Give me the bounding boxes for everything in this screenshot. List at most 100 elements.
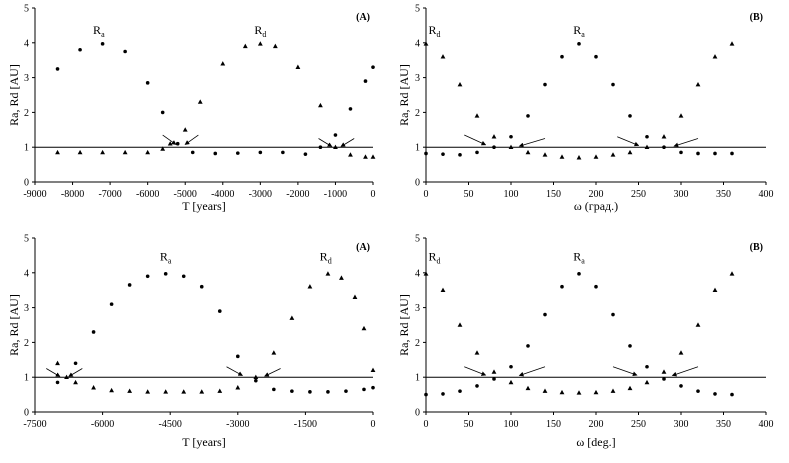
crossing-arrow [184, 134, 199, 145]
x-tick-label: 100 [504, 189, 519, 200]
series-rd [55, 41, 376, 159]
data-point-ra [55, 380, 60, 385]
panel-tag: (A) [356, 12, 370, 23]
data-point-ra [628, 114, 632, 118]
data-point-ra [333, 133, 338, 137]
x-axis-label: T [years] [182, 435, 225, 449]
y-tick-label: 4 [415, 38, 420, 49]
x-axis-label: T [years] [182, 199, 225, 213]
x-tick-label: -1000 [324, 189, 347, 200]
data-point-ra [348, 107, 353, 111]
data-point-rd [644, 379, 650, 385]
data-point-rd [525, 149, 531, 155]
data-point-rd [593, 389, 599, 395]
y-tick-label: 2 [415, 108, 420, 119]
data-point-ra [362, 387, 366, 392]
data-point-ra [371, 65, 375, 69]
y-tick-label: 1 [24, 373, 29, 384]
x-tick-label: 0 [424, 189, 429, 200]
data-point-ra [175, 141, 180, 146]
data-point-rd [363, 154, 368, 159]
crossing-arrow [226, 366, 244, 376]
chart-panel-1: 0 1 2 3 4 5 -9000 -8000 -7000 -6000 -5000 -4000 -300… [7, 4, 376, 214]
data-point-rd [100, 149, 105, 155]
data-point-ra [458, 389, 462, 393]
data-point-rd [610, 388, 616, 393]
crossing-arrow [518, 138, 546, 148]
y-tick-label: 3 [415, 303, 420, 314]
y-tick-label: 1 [24, 143, 29, 154]
data-point-rd [235, 385, 241, 390]
crossing-arrow [612, 366, 638, 377]
x-tick-label: 350 [716, 189, 731, 200]
data-point-ra [594, 54, 598, 59]
curve-label: Rd [320, 250, 332, 266]
data-point-rd [271, 350, 277, 355]
data-point-ra [730, 392, 734, 397]
data-point-rd [160, 146, 166, 151]
data-point-ra [662, 377, 666, 381]
y-tick-label: 0 [415, 408, 420, 419]
data-point-rd [145, 389, 151, 394]
data-point-ra [696, 151, 700, 156]
data-point-ra [318, 145, 323, 149]
data-point-rd [217, 388, 223, 393]
data-point-ra [190, 150, 195, 155]
data-point-rd [295, 64, 301, 69]
data-point-ra [254, 378, 258, 383]
data-point-ra [145, 81, 150, 85]
data-point-ra [560, 54, 564, 59]
x-tick-label: -3000 [226, 419, 249, 430]
data-point-ra [290, 389, 294, 393]
data-point-ra [55, 67, 60, 71]
data-point-rd [610, 152, 616, 157]
data-point-ra [371, 385, 375, 390]
data-point-rd [491, 134, 497, 139]
data-point-ra [611, 82, 615, 87]
x-tick-label: 0 [371, 189, 376, 200]
data-point-ra [645, 134, 649, 139]
y-tick-label: 4 [24, 38, 29, 49]
panel-tag: (A) [356, 242, 370, 253]
y-tick-label: 2 [415, 338, 420, 349]
crossing-arrow [464, 366, 487, 376]
curve-label: Ra [573, 23, 585, 39]
data-point-ra [344, 389, 348, 393]
crossing-arrow [673, 138, 699, 148]
x-tick-label: -4500 [159, 419, 182, 430]
series-ra [55, 42, 375, 156]
x-tick-label: 300 [674, 189, 689, 200]
y-tick-label: 4 [24, 268, 29, 279]
data-point-rd [73, 379, 78, 385]
data-point-rd [333, 144, 338, 149]
data-point-ra [594, 284, 598, 289]
x-tick-label: 100 [504, 419, 519, 430]
data-point-ra [458, 153, 462, 157]
data-point-ra [526, 114, 530, 118]
data-point-rd [559, 389, 565, 395]
data-point-rd [370, 154, 376, 159]
x-tick-label: 350 [716, 419, 731, 430]
data-point-ra [560, 284, 564, 289]
data-point-rd [272, 43, 278, 49]
data-point-rd [197, 99, 203, 104]
y-tick-label: 0 [24, 408, 29, 419]
data-point-ra [509, 364, 513, 369]
data-point-ra [199, 284, 204, 289]
x-tick-label: -6000 [91, 419, 114, 430]
y-axis-label: Ra, Rd [AU] [7, 64, 21, 126]
crossing-arrow [518, 366, 546, 377]
y-tick-label: 0 [415, 178, 420, 189]
series-rd [55, 271, 376, 394]
data-point-rd [289, 315, 295, 320]
data-point-rd [352, 294, 358, 299]
data-point-ra [363, 79, 368, 83]
x-tick-label: -1500 [294, 419, 317, 430]
x-tick-label: 250 [631, 189, 646, 200]
crossing-arrow [671, 366, 699, 377]
data-point-rd [163, 389, 169, 394]
data-point-rd [491, 369, 497, 374]
